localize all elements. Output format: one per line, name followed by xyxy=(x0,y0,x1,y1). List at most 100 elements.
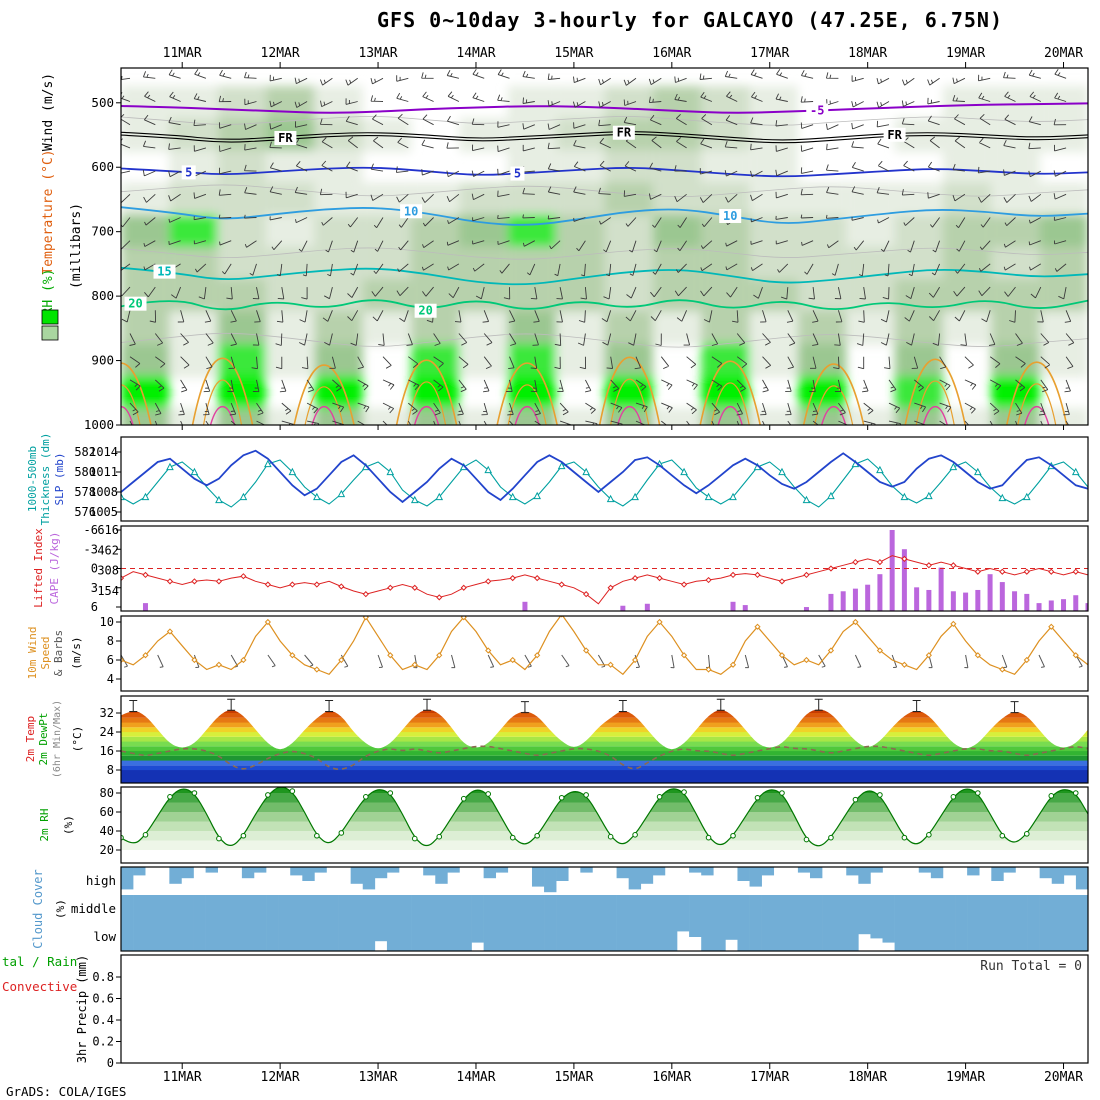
li-tick: 6 xyxy=(91,600,98,614)
upper-wind-barbs xyxy=(121,68,1075,425)
date-label-bottom: 15MAR xyxy=(554,1070,593,1085)
date-label-top: 15MAR xyxy=(554,46,593,61)
marker-diamond xyxy=(754,571,761,579)
marker-diamond xyxy=(534,575,541,582)
contour-label: 20 xyxy=(128,297,142,311)
contour-label-box xyxy=(883,127,906,142)
marker-diamond xyxy=(411,661,418,668)
axis-title-thickness2: Thickness (dm) xyxy=(39,433,52,526)
rh2m-panel: 80 60 40 20 xyxy=(100,786,1089,864)
marker-diamond xyxy=(999,666,1006,673)
rh-tick: 40 xyxy=(100,824,114,838)
slp-tick: 1005 xyxy=(89,505,118,519)
cloud-row-label: middle xyxy=(71,901,116,916)
marker-diamond xyxy=(313,666,320,673)
marker-diamond xyxy=(1048,568,1055,575)
pressure-tick: 700 xyxy=(91,224,114,239)
pressure-tick: 1000 xyxy=(84,417,114,432)
marker-diamond xyxy=(289,652,296,659)
cloud-panel: high middle low xyxy=(71,866,1089,952)
wind-tick: 6 xyxy=(107,653,114,667)
cloud-row-label: high xyxy=(86,873,116,888)
axis-title-t2a: 2m Temp xyxy=(24,716,37,762)
pressure-tick: 500 xyxy=(91,95,114,110)
marker-diamond xyxy=(387,652,394,659)
marker-diamond xyxy=(656,618,663,626)
run-total-label: Run Total = 0 xyxy=(980,959,1082,974)
temp-tick: 16 xyxy=(100,744,114,758)
date-label-bottom: 12MAR xyxy=(261,1070,300,1085)
thickness-tick: 578 xyxy=(74,485,96,499)
marker-diamond xyxy=(974,652,981,659)
axis-title-rh: RH (%) xyxy=(41,269,56,316)
cape-li-panel: -6 -3 0 3 6 616 462 308 154 xyxy=(84,523,1089,614)
axis-title-w10a: 10m Wind xyxy=(26,627,39,680)
date-label-bottom: 11MAR xyxy=(163,1070,202,1085)
date-label-top: 18MAR xyxy=(848,46,887,61)
slp-tick: 1014 xyxy=(89,445,118,459)
rh-legend-swatch-bright xyxy=(41,309,59,325)
li-tick: 3 xyxy=(91,581,98,595)
rh-tick: 80 xyxy=(100,786,114,800)
axis-title-pr3: 3hr Precip (mm) xyxy=(75,955,89,1063)
marker-diamond xyxy=(460,584,467,591)
marker-diamond xyxy=(387,584,394,591)
marker-diamond xyxy=(754,623,761,630)
contour-label: 10 xyxy=(404,204,418,218)
precip-panel: 0.8 0.6 0.4 0.2 0 Run Total = 0 11MAR 12MAR 13MA… xyxy=(92,954,1089,1085)
axis-title-lifted: Lifted Index xyxy=(32,528,45,608)
date-label-bottom: 17MAR xyxy=(750,1070,789,1085)
marker-diamond xyxy=(436,652,443,659)
marker-diamond xyxy=(240,656,247,664)
axis-title-cape: CAPE (J/kg) xyxy=(48,532,61,605)
date-label-top: 16MAR xyxy=(652,46,691,61)
axis-title-rh2b: (%) xyxy=(62,815,75,835)
marker-diamond xyxy=(289,581,296,588)
rh-tick: 60 xyxy=(100,805,114,819)
marker-diamond xyxy=(876,647,884,654)
marker-diamond xyxy=(705,666,712,673)
pressure-tick: 900 xyxy=(91,353,114,368)
contour-label: FR xyxy=(887,128,902,142)
panel-border xyxy=(120,67,1089,426)
date-label-bottom: 19MAR xyxy=(946,1070,985,1085)
marker-diamond xyxy=(974,568,981,575)
axis-titles: Wind (m/s)Temperature (°C)RH (%) (milliba… xyxy=(2,73,89,1063)
axis-title-w10c: & Barbs xyxy=(52,630,65,676)
marker-diamond xyxy=(901,661,908,668)
contour-label-box xyxy=(124,296,147,311)
marker-diamond xyxy=(436,594,443,601)
contour-label-box xyxy=(806,103,829,118)
wind-tick: 4 xyxy=(107,672,114,686)
marker-diamond xyxy=(1023,568,1030,575)
marker-diamond xyxy=(215,661,223,668)
date-label-bottom: 16MAR xyxy=(652,1070,691,1085)
rh-legend-swatch-light xyxy=(41,325,59,341)
temp-tick: 32 xyxy=(100,706,114,720)
axis-title-t2b: 2m DewPt xyxy=(37,713,50,766)
marker-diamond xyxy=(925,562,932,569)
date-label-top: 11MAR xyxy=(163,46,202,61)
date-label-top: 14MAR xyxy=(456,46,495,61)
axis-title-wind: Wind (m/s) xyxy=(41,73,56,151)
contour-label: 20 xyxy=(418,304,432,318)
marker-diamond xyxy=(607,584,614,591)
li-tick: 0 xyxy=(91,562,98,576)
marker-diamond xyxy=(362,591,369,598)
date-label-bottom: 20MAR xyxy=(1044,1070,1083,1085)
marker-diamond xyxy=(901,555,908,562)
upper-air-panel: -5 FR FR FR 5 5 10 10 15 20 20 500 600 700 800 900 1000 1… xyxy=(84,46,1089,432)
contour-label: 15 xyxy=(157,265,171,279)
date-label-top: 20MAR xyxy=(1044,46,1083,61)
grads-footer: GrADS: COLA/IGES xyxy=(6,1084,127,1099)
marker-diamond xyxy=(1072,652,1079,659)
cloud-row-label: low xyxy=(93,929,116,944)
marker-diamond xyxy=(509,656,516,664)
wind-tick: 10 xyxy=(100,615,114,629)
axis-title-cc2: (%) xyxy=(54,899,67,919)
axis-title-temperature: Temperature (°C) xyxy=(41,149,56,274)
marker-diamond xyxy=(925,652,932,659)
marker-diamond xyxy=(338,656,345,664)
